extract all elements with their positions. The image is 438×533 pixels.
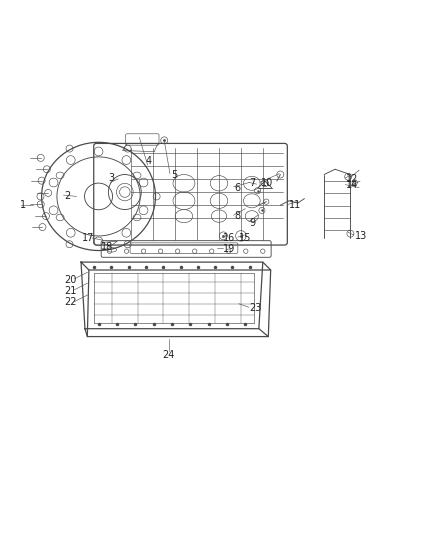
Text: 19: 19 bbox=[223, 244, 236, 254]
Text: 20: 20 bbox=[64, 274, 77, 285]
Text: 15: 15 bbox=[239, 233, 251, 243]
Text: 12: 12 bbox=[346, 174, 358, 184]
Text: 16: 16 bbox=[223, 233, 236, 243]
Text: 4: 4 bbox=[146, 156, 152, 166]
Text: 3: 3 bbox=[109, 173, 115, 183]
Text: 14: 14 bbox=[346, 181, 358, 190]
Text: 7: 7 bbox=[250, 178, 256, 188]
Text: 1: 1 bbox=[20, 200, 26, 210]
Text: 10: 10 bbox=[261, 178, 273, 188]
Text: 18: 18 bbox=[101, 242, 113, 252]
Text: 22: 22 bbox=[64, 297, 77, 308]
Text: 21: 21 bbox=[64, 286, 77, 296]
Text: 2: 2 bbox=[64, 191, 70, 201]
Text: 13: 13 bbox=[355, 231, 367, 241]
Text: 23: 23 bbox=[250, 303, 262, 313]
Text: 24: 24 bbox=[162, 350, 175, 360]
Text: 8: 8 bbox=[234, 211, 240, 221]
Text: 17: 17 bbox=[82, 233, 94, 243]
Text: 9: 9 bbox=[250, 217, 256, 228]
Text: 11: 11 bbox=[289, 200, 301, 210]
Text: 5: 5 bbox=[171, 169, 177, 180]
Text: 6: 6 bbox=[234, 183, 240, 192]
